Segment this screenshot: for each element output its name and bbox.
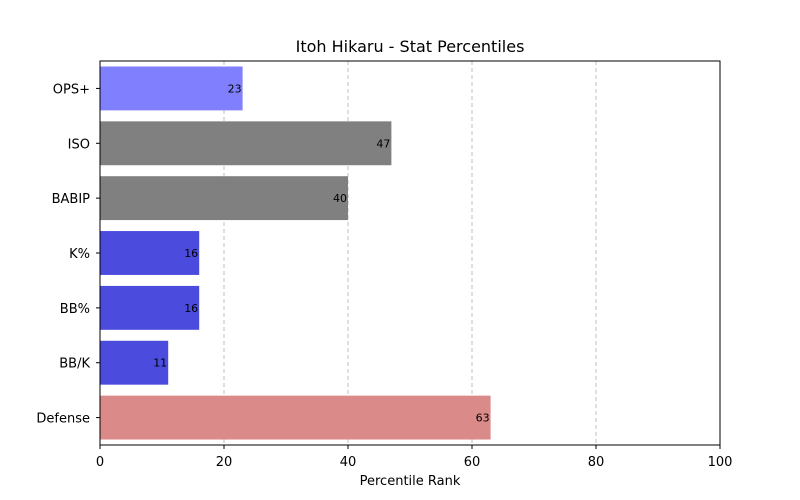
- x-tick-label: 80: [588, 455, 605, 470]
- x-axis-label: Percentile Rank: [360, 474, 461, 489]
- y-tick-label: K%: [69, 247, 90, 262]
- bar: [100, 285, 200, 330]
- bar-value-label: 11: [153, 357, 167, 370]
- bar: [100, 121, 392, 166]
- bar-value-label: 47: [376, 137, 390, 150]
- x-tick-label: 60: [464, 455, 481, 470]
- bar: [100, 176, 348, 221]
- x-tick-label: 100: [708, 455, 733, 470]
- y-tick-label: BB/K: [59, 357, 90, 372]
- bar-value-label: 16: [184, 302, 198, 315]
- bar: [100, 231, 200, 275]
- x-tick-label: 0: [96, 455, 104, 470]
- bar-value-label: 40: [333, 192, 347, 205]
- chart-title: Itoh Hikaru - Stat Percentiles: [296, 37, 525, 56]
- bar-value-label: 16: [184, 247, 198, 260]
- bar-value-label: 23: [228, 82, 242, 95]
- bars: [100, 66, 491, 440]
- y-tick-label: BABIP: [52, 192, 91, 207]
- bar: [100, 340, 169, 385]
- bar: [100, 395, 491, 440]
- y-tick-label: ISO: [68, 137, 90, 152]
- bar-value-label: 63: [476, 412, 490, 425]
- y-tick-label: OPS+: [53, 82, 90, 97]
- x-tick-label: 40: [340, 455, 357, 470]
- y-axis-ticks: OPS+ ISO BABIP K% BB% BB/K Defense: [36, 82, 100, 427]
- y-tick-label: BB%: [60, 302, 90, 317]
- bar: [100, 66, 243, 111]
- x-tick-label: 20: [216, 455, 233, 470]
- data-labels: 23 47 40 16 16 11 63: [153, 82, 489, 424]
- y-tick-label: Defense: [36, 412, 90, 427]
- x-axis-ticks: 0 20 40 60 80 100: [96, 445, 733, 470]
